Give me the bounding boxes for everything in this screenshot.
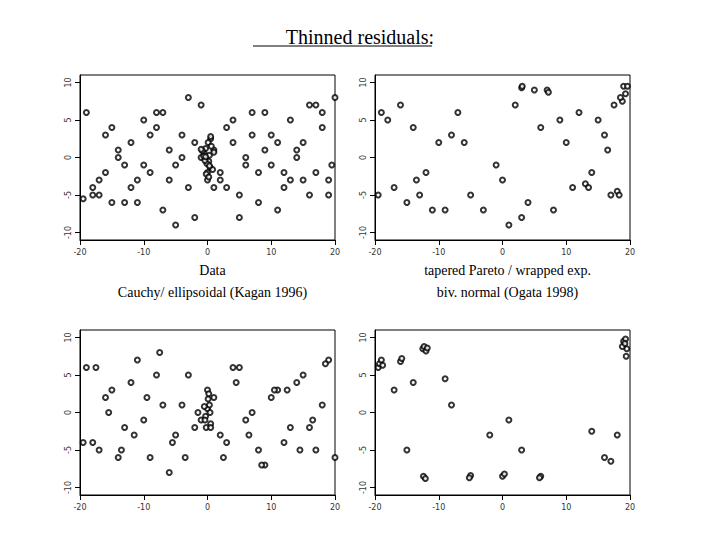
svg-text:10: 10 [64, 332, 73, 342]
svg-text:10: 10 [561, 248, 571, 257]
svg-text:5: 5 [64, 372, 73, 377]
svg-text:0: 0 [205, 503, 210, 512]
svg-text:-20: -20 [73, 248, 86, 257]
svg-text:0: 0 [359, 155, 368, 160]
svg-text:10: 10 [266, 503, 276, 512]
svg-text:-20: -20 [368, 248, 381, 257]
svg-text:-10: -10 [359, 481, 368, 494]
svg-text:5: 5 [359, 117, 368, 122]
svg-text:10: 10 [359, 77, 368, 87]
svg-text:-5: -5 [359, 446, 368, 454]
svg-text:20: 20 [625, 503, 635, 512]
svg-text:Data: Data [199, 263, 226, 278]
svg-text:Thinned residuals:: Thinned residuals: [286, 26, 434, 48]
svg-text:0: 0 [64, 155, 73, 160]
svg-text:-10: -10 [359, 226, 368, 239]
svg-text:10: 10 [266, 248, 276, 257]
svg-text:-10: -10 [137, 503, 150, 512]
svg-text:20: 20 [625, 248, 635, 257]
svg-text:5: 5 [64, 117, 73, 122]
svg-text:-5: -5 [64, 446, 73, 454]
svg-text:10: 10 [561, 503, 571, 512]
svg-text:0: 0 [205, 248, 210, 257]
svg-text:-10: -10 [137, 248, 150, 257]
svg-text:Cauchy/ ellipsoidal (Kagan 199: Cauchy/ ellipsoidal (Kagan 1996) [118, 285, 308, 301]
svg-text:-20: -20 [73, 503, 86, 512]
svg-text:0: 0 [64, 410, 73, 415]
svg-text:10: 10 [359, 332, 368, 342]
svg-text:tapered Pareto / wrapped exp.: tapered Pareto / wrapped exp. [424, 263, 591, 278]
svg-text:-10: -10 [432, 503, 445, 512]
svg-text:-20: -20 [368, 503, 381, 512]
svg-text:5: 5 [359, 372, 368, 377]
svg-text:0: 0 [500, 248, 505, 257]
svg-text:-5: -5 [64, 191, 73, 199]
svg-text:0: 0 [500, 503, 505, 512]
svg-text:-10: -10 [64, 481, 73, 494]
svg-text:-5: -5 [359, 191, 368, 199]
svg-text:-10: -10 [432, 248, 445, 257]
svg-text:biv. normal (Ogata 1998): biv. normal (Ogata 1998) [437, 285, 579, 301]
svg-text:20: 20 [330, 248, 340, 257]
svg-text:20: 20 [330, 503, 340, 512]
svg-text:-10: -10 [64, 226, 73, 239]
svg-text:10: 10 [64, 77, 73, 87]
svg-text:0: 0 [359, 410, 368, 415]
